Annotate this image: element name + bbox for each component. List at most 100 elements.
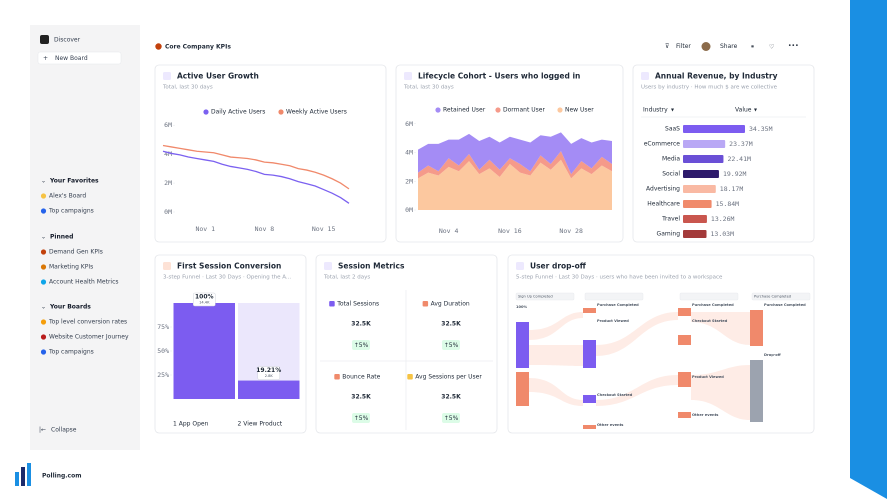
section-title: Pinned	[50, 234, 73, 241]
legend-swatch	[495, 107, 501, 113]
column-header-box	[751, 292, 811, 301]
change-badge	[442, 340, 460, 350]
card	[315, 254, 498, 434]
item-icon	[40, 319, 47, 325]
node-label: Purchase Completed	[597, 303, 639, 307]
node-label: Purchase Completed	[764, 303, 806, 307]
sidebar-item[interactable]: Demand Gen KPIs	[49, 249, 103, 256]
item-icon	[40, 249, 47, 255]
x-tick-label: Nov 4	[439, 227, 459, 235]
logo-bar	[27, 463, 31, 486]
sidebar-item[interactable]: Account Health Metrics	[49, 279, 119, 286]
bar	[173, 303, 235, 399]
metric-label: Avg Sessions per User	[415, 374, 482, 381]
x-tick-label: Nov 16	[498, 227, 522, 235]
new-board-button[interactable]	[37, 51, 122, 65]
flow-node	[750, 310, 763, 346]
x-tick-label: 2 View Product	[238, 421, 283, 428]
flow-node	[516, 372, 529, 406]
sidebar-item[interactable]: Top campaigns	[48, 349, 94, 356]
node-label: Product Viewed	[692, 375, 724, 379]
avatar[interactable]	[701, 42, 711, 51]
node-label: Drop-off	[764, 353, 781, 357]
x-tick-label: Nov 1	[195, 225, 215, 233]
bar	[683, 140, 726, 148]
y-tick-label: 6M	[405, 120, 413, 128]
flow-node	[516, 322, 529, 368]
category-label: Gaming	[657, 231, 681, 238]
column-header-box	[515, 292, 575, 301]
flow-node	[583, 340, 596, 368]
x-tick-label: 1 App Open	[173, 421, 209, 428]
collapse-link[interactable]: Collapse	[51, 427, 77, 434]
sidebar-item[interactable]: Marketing KPIs	[49, 264, 93, 271]
y-tick-label: 2M	[405, 177, 413, 185]
value-label: 15.84M	[716, 200, 740, 208]
like-icon[interactable]: ♡	[769, 44, 774, 51]
sidebar-item[interactable]: Alex's Board	[49, 193, 86, 200]
card-icon	[516, 262, 524, 270]
series-line	[162, 144, 350, 190]
link-icon[interactable]: ⚭	[750, 44, 755, 51]
x-tick-label: Nov 28	[559, 227, 583, 235]
node-label: Other events	[692, 413, 718, 417]
discover-icon	[40, 35, 49, 44]
item-icon	[40, 349, 47, 355]
bar	[683, 170, 719, 178]
brand-stripe	[850, 0, 887, 499]
flow	[529, 312, 583, 340]
x-tick-label: Nov 15	[312, 225, 336, 233]
column-header: Purchase Completed	[754, 295, 791, 299]
category-label: Travel	[661, 216, 680, 223]
card-icon	[163, 262, 171, 270]
logo-bar	[21, 467, 25, 486]
metric-change: ↑5%	[354, 415, 369, 422]
sidebar-item[interactable]: Top campaigns	[48, 208, 94, 215]
chevron: ⌄	[41, 304, 46, 311]
node-label: Other events	[597, 423, 623, 427]
y-tick-label: 4M	[405, 149, 413, 157]
new-board-label[interactable]: New Board	[55, 55, 88, 62]
value-label: 22.41M	[727, 155, 751, 163]
column-header-box	[584, 292, 644, 301]
column-header[interactable]: Value	[735, 107, 752, 114]
legend-swatch	[557, 107, 563, 113]
column-header[interactable]: Industry	[643, 107, 668, 114]
item-icon	[40, 279, 47, 285]
discover-link[interactable]: Discover	[54, 37, 81, 44]
flow-node	[583, 308, 596, 313]
flow	[596, 375, 678, 406]
card-title: Active User Growth	[177, 72, 259, 81]
flow-node	[678, 335, 691, 345]
filter-button[interactable]: Filter	[676, 43, 691, 50]
item-icon	[40, 208, 47, 214]
value-label: 13.26M	[711, 215, 735, 223]
bar	[683, 200, 712, 208]
series-area	[418, 159, 612, 210]
flow-node	[583, 425, 596, 429]
node-label: Checkout Started	[597, 393, 633, 397]
card-subtitle: Total, last 30 days	[162, 85, 213, 91]
metric-icon	[329, 301, 335, 307]
change-badge	[352, 413, 370, 423]
column-header-box	[679, 292, 739, 301]
card-subtitle: 3-step Funnel · Last 30 Days · Opening t…	[163, 275, 291, 281]
share-button[interactable]: Share	[720, 43, 738, 50]
bar	[683, 125, 745, 133]
filter-icon: ⊽	[665, 43, 669, 50]
flow-node	[678, 372, 691, 387]
more-icon[interactable]: •••	[788, 43, 799, 50]
collapse-icon: |←	[39, 427, 46, 434]
value-label: 18.17M	[720, 185, 744, 193]
metric-label: Total Sessions	[336, 301, 379, 308]
legend-swatch	[203, 109, 209, 115]
sidebar-item[interactable]: Website Customer Journey	[49, 334, 129, 341]
item-icon	[40, 193, 47, 199]
category-label: Healthcare	[647, 201, 680, 208]
flow	[691, 312, 750, 345]
y-tick-label: 75%	[157, 323, 169, 331]
sidebar-item[interactable]: Top level conversion rates	[48, 319, 127, 326]
node-label: Purchase Completed	[692, 303, 734, 307]
change-badge	[352, 340, 370, 350]
